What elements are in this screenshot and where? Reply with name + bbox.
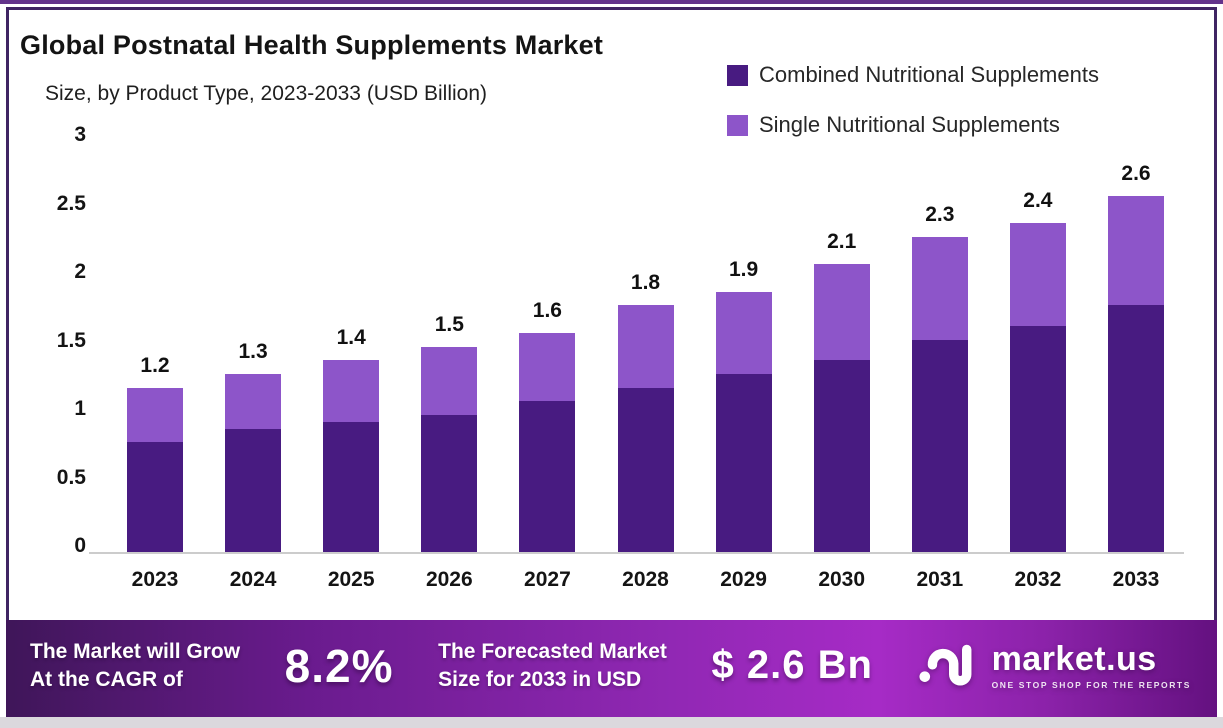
footer-banner: The Market will Grow At the CAGR of 8.2%… xyxy=(6,620,1217,717)
x-axis-label-2032: 2032 xyxy=(1014,568,1062,591)
x-axis-label-2027: 2027 xyxy=(524,568,571,591)
y-axis-tick-2.5: 2.5 xyxy=(56,191,86,215)
y-axis-tick-0.5: 0.5 xyxy=(56,465,86,489)
marketus-logo-icon xyxy=(919,644,972,685)
marketus-logo-text-block: market.us ONE STOP SHOP FOR THE REPORTS xyxy=(992,642,1191,690)
cagr-label-line1: The Market will Grow xyxy=(30,639,241,663)
bar-2023-single xyxy=(127,387,183,443)
bar-total-label-2033: 2.6 xyxy=(1121,161,1151,185)
cagr-value: 8.2% xyxy=(284,639,394,692)
bar-2033-combined xyxy=(1108,305,1164,552)
bar-2032-combined xyxy=(1009,325,1066,552)
bar-2031-single xyxy=(911,236,968,340)
x-axis-label-2024: 2024 xyxy=(229,568,277,591)
y-axis-tick-2: 2 xyxy=(74,260,86,283)
legend-item-single: Single Nutritional Supplements xyxy=(727,112,1099,138)
bar-2026-single xyxy=(421,346,478,415)
bar-2024-single xyxy=(225,373,282,429)
bar-2025-combined xyxy=(323,421,380,552)
chart-subtitle: Size, by Product Type, 2023-2033 (USD Bi… xyxy=(45,82,488,105)
plot-area: 0 0.5 1 1.5 2 2.5 3 1.2 2023 1.3 2024 1.4 2025 1.5 202… xyxy=(9,10,1214,714)
x-axis-label-2025: 2025 xyxy=(327,568,375,591)
bar-2033-single xyxy=(1108,195,1164,306)
y-axis-tick-0: 0 xyxy=(74,534,86,557)
y-axis-tick-3: 3 xyxy=(74,123,86,146)
forecast-label-line2: Size for 2033 in USD xyxy=(438,667,642,691)
x-axis-label-2030: 2030 xyxy=(818,568,866,591)
marketus-logo-wordmark: market.us xyxy=(991,639,1157,678)
y-axis-tick-1: 1 xyxy=(74,397,86,420)
forecast-label: The Forecasted Market Size for 2033 in U… xyxy=(438,638,667,693)
bar-total-label-2028: 1.8 xyxy=(630,271,661,295)
marketus-logo: market.us ONE STOP SHOP FOR THE REPORTS xyxy=(918,640,1191,692)
x-axis-label-2023: 2023 xyxy=(131,568,179,591)
legend-swatch-single xyxy=(727,114,748,136)
bar-2025-single xyxy=(323,360,380,422)
bar-total-label-2029: 1.9 xyxy=(728,257,759,281)
bar-total-label-2030: 2.1 xyxy=(827,230,857,254)
bar-total-label-2023: 1.2 xyxy=(140,353,170,377)
bar-2029-combined xyxy=(715,373,772,552)
x-axis-label-2028: 2028 xyxy=(622,568,669,591)
legend-swatch-combined xyxy=(727,64,748,86)
bar-total-label-2027: 1.6 xyxy=(532,298,562,322)
bar-2032-single xyxy=(1009,223,1066,326)
bar-2028-combined xyxy=(617,387,674,552)
x-axis-label-2031: 2031 xyxy=(916,568,964,591)
legend: Combined Nutritional Supplements Single … xyxy=(727,62,1099,138)
legend-label-combined: Combined Nutritional Supplements xyxy=(759,62,1099,87)
bar-2030-combined xyxy=(813,360,870,552)
bar-2023-combined xyxy=(127,442,183,552)
bar-2030-single xyxy=(813,264,870,361)
y-axis-tick-1.5: 1.5 xyxy=(56,328,86,352)
bar-2029-single xyxy=(715,291,772,374)
bar-2026-combined xyxy=(421,415,478,552)
bar-2031-combined xyxy=(911,339,968,552)
bar-total-label-2025: 1.4 xyxy=(336,326,366,350)
marketus-logo-tagline: ONE STOP SHOP FOR THE REPORTS xyxy=(991,679,1191,690)
x-axis-label-2029: 2029 xyxy=(720,568,767,591)
bottom-gray-strip xyxy=(0,717,1223,728)
cagr-label-line2: At the CAGR of xyxy=(30,667,183,691)
bar-2027-single xyxy=(519,332,576,402)
legend-item-combined: Combined Nutritional Supplements xyxy=(727,62,1099,88)
bar-total-label-2026: 1.5 xyxy=(434,312,464,336)
top-accent-strip xyxy=(0,0,1223,4)
chart-frame: Global Postnatal Health Supplements Mark… xyxy=(6,7,1217,717)
forecast-value: $ 2.6 Bn xyxy=(711,643,873,687)
bar-2027-combined xyxy=(519,401,576,552)
bar-2024-combined xyxy=(225,428,282,552)
x-axis-line xyxy=(89,552,1184,554)
bar-total-label-2032: 2.4 xyxy=(1023,189,1053,213)
x-axis-label-2026: 2026 xyxy=(425,568,473,591)
forecast-label-line1: The Forecasted Market xyxy=(438,639,667,663)
bar-2028-single xyxy=(617,305,674,388)
legend-label-single: Single Nutritional Supplements xyxy=(759,112,1060,137)
chart-title: Global Postnatal Health Supplements Mark… xyxy=(20,30,604,60)
cagr-label: The Market will Grow At the CAGR of xyxy=(30,638,240,693)
bar-total-label-2024: 1.3 xyxy=(238,339,268,363)
x-axis-label-2033: 2033 xyxy=(1112,568,1160,591)
bar-total-label-2031: 2.3 xyxy=(925,202,955,226)
